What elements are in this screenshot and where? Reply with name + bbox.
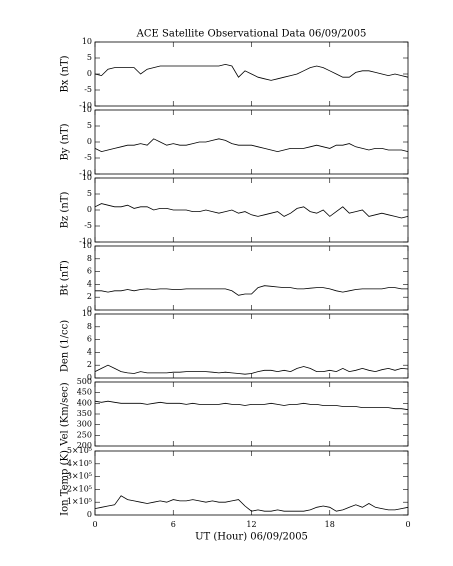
- y-tick-label: -10: [79, 101, 92, 110]
- data-line: [94, 138, 409, 153]
- y-tick-label: 0: [87, 205, 92, 214]
- y-tick-label: 300: [77, 420, 92, 429]
- x-tick-label: 18: [325, 520, 335, 529]
- x-tick-label: 6: [171, 520, 176, 529]
- y-tick-label: 8: [87, 254, 92, 263]
- plot-frame: [94, 381, 409, 447]
- plot-frame: [94, 109, 409, 175]
- y-tick-label: -10: [79, 237, 92, 246]
- y-tick-label: 2×10⁵: [67, 484, 92, 493]
- y-tick-label: -5: [84, 85, 92, 94]
- x-tick-label: 0: [92, 520, 97, 529]
- y-tick-label: 10: [82, 105, 92, 114]
- chart-title: ACE Satellite Observational Data 06/09/2…: [136, 29, 367, 40]
- y-tick-label: 500: [77, 377, 92, 386]
- y-tick-label: 4×10⁵: [67, 459, 92, 468]
- y-tick-label: 5×10⁵: [67, 446, 92, 455]
- y-tick-label: 5: [87, 53, 92, 62]
- y-tick-label: 10: [82, 37, 92, 46]
- x-tick-label: 0: [405, 520, 410, 529]
- y-tick-label: 4: [87, 279, 92, 288]
- y-tick-label: 400: [77, 398, 92, 407]
- y-tick-label: 10: [82, 309, 92, 318]
- data-line: [94, 400, 409, 411]
- y-tick-label: 1×10⁵: [67, 497, 92, 506]
- y-axis-label: By (nT): [60, 123, 71, 160]
- data-line: [94, 364, 409, 375]
- y-axis-label: Vel (Km/sec): [60, 382, 71, 446]
- plot-frame: [94, 245, 409, 311]
- y-tick-label: 6: [87, 335, 92, 344]
- y-tick-label: 0: [87, 69, 92, 78]
- y-tick-label: 450: [77, 388, 92, 397]
- y-axis-label: Bt (nT): [60, 260, 71, 296]
- x-axis-label: UT (Hour) 06/09/2005: [195, 532, 308, 543]
- y-tick-label: 10: [82, 241, 92, 250]
- y-axis-label: Bx (nT): [60, 55, 71, 92]
- y-tick-label: 350: [77, 409, 92, 418]
- data-line: [94, 203, 409, 219]
- y-tick-label: 200: [77, 441, 92, 450]
- y-axis-label: Ion Temp (K): [60, 450, 71, 516]
- data-line: [94, 495, 409, 512]
- y-tick-label: 8: [87, 322, 92, 331]
- y-axis-label: Bz (nT): [60, 192, 71, 229]
- y-axis-label: Den (1/cc): [60, 320, 71, 372]
- y-tick-label: -5: [84, 221, 92, 230]
- y-tick-label: -5: [84, 153, 92, 162]
- y-tick-label: 5: [87, 189, 92, 198]
- y-tick-label: 0: [87, 373, 92, 382]
- data-line: [95, 285, 408, 296]
- data-line: [94, 63, 409, 81]
- y-tick-label: 2: [87, 292, 92, 301]
- y-tick-label: 5: [87, 121, 92, 130]
- y-tick-label: 0: [87, 510, 92, 519]
- y-tick-label: 250: [77, 430, 92, 439]
- y-tick-label: 0: [87, 305, 92, 314]
- y-tick-label: 3×10⁵: [67, 472, 92, 481]
- y-tick-label: -10: [79, 169, 92, 178]
- plot-frame: [94, 450, 409, 516]
- y-tick-label: 2: [87, 360, 92, 369]
- y-tick-label: 4: [87, 347, 92, 356]
- y-tick-label: 6: [87, 267, 92, 276]
- y-tick-label: 10: [82, 173, 92, 182]
- y-tick-label: 0: [87, 137, 92, 146]
- x-tick-label: 12: [246, 520, 256, 529]
